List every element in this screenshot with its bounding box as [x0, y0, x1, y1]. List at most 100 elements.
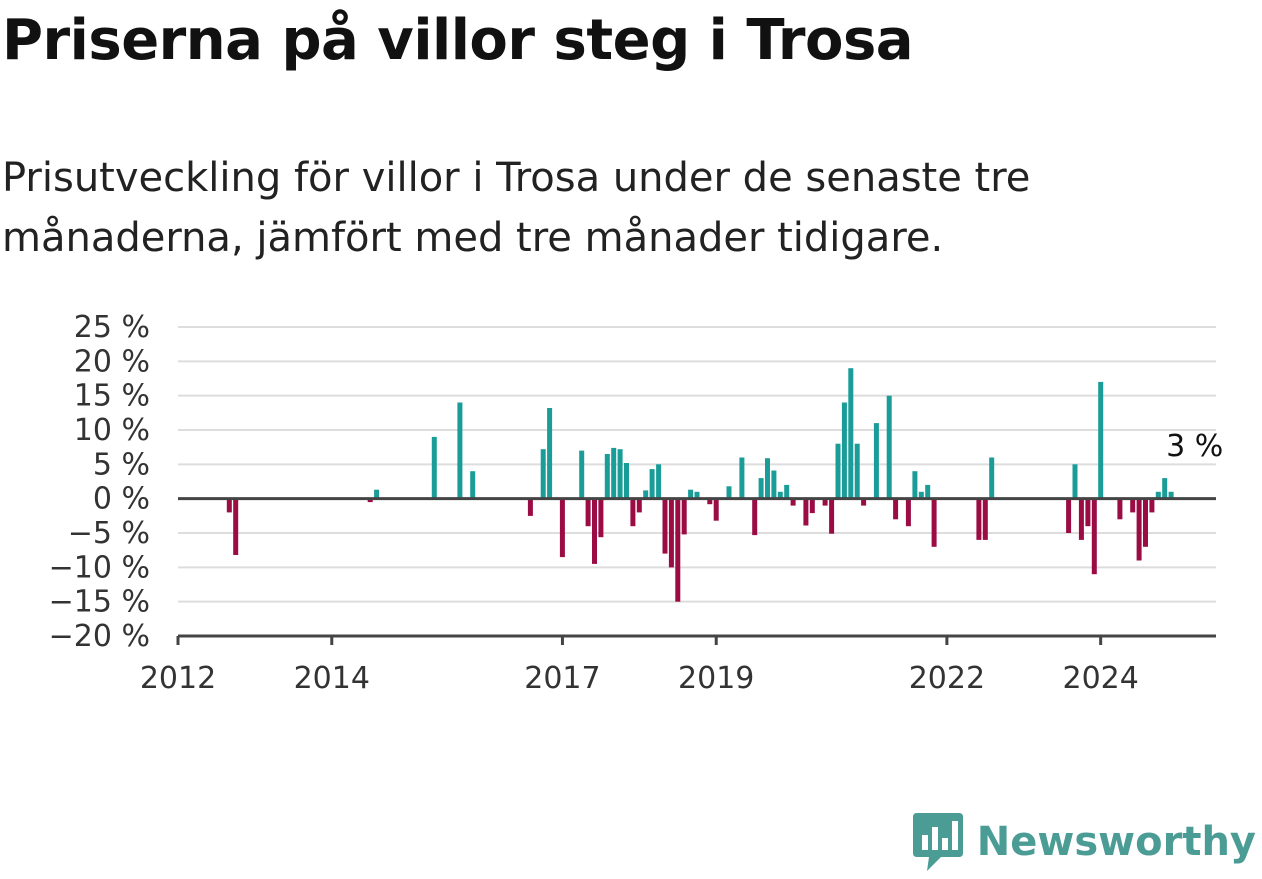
- bar: [931, 498, 937, 547]
- bar: [540, 449, 546, 499]
- axes: [178, 497, 1216, 638]
- bar: [694, 491, 700, 499]
- bar: [752, 498, 758, 536]
- bar: [765, 458, 770, 499]
- bar: [726, 486, 732, 499]
- bar: [1085, 498, 1091, 527]
- bar: [925, 484, 931, 499]
- bar: [739, 457, 745, 499]
- y-tick-label: 15 %: [74, 379, 150, 414]
- bars: [226, 368, 1174, 602]
- bar: [873, 423, 879, 499]
- bar: [829, 498, 835, 534]
- bar: [668, 498, 674, 568]
- bar: [662, 498, 668, 554]
- y-tick-label: 25 %: [74, 310, 150, 345]
- bar: [886, 395, 892, 499]
- bar: [758, 478, 764, 499]
- bar: [579, 450, 585, 499]
- bar: [841, 402, 847, 499]
- x-tick-label: 2024: [1062, 661, 1138, 696]
- bar: [585, 498, 591, 527]
- y-tick-label: −5 %: [68, 516, 150, 551]
- y-tick-label: −20 %: [49, 619, 150, 654]
- bar: [713, 498, 719, 521]
- bar: [675, 498, 681, 602]
- bar: [861, 498, 867, 506]
- bar: [374, 489, 380, 499]
- y-tick-label: 5 %: [93, 447, 150, 482]
- bar: [226, 498, 232, 513]
- newsworthy-brand: Newsworthy: [912, 813, 1256, 871]
- bar: [559, 498, 565, 558]
- bar: [457, 402, 463, 499]
- bar: [1162, 478, 1168, 499]
- bar: [624, 463, 629, 499]
- y-tick-label: 0 %: [93, 482, 150, 517]
- bar: [1149, 498, 1155, 513]
- bar: [233, 498, 239, 555]
- bar: [854, 443, 860, 499]
- y-tick-label: 10 %: [74, 413, 150, 448]
- value-labels: 3 %: [1166, 429, 1223, 464]
- x-tick-label: 2017: [524, 661, 600, 696]
- bar: [681, 498, 687, 535]
- bar: [1091, 498, 1097, 575]
- bar: [777, 491, 783, 499]
- bar: [1078, 498, 1084, 540]
- bar: [1143, 498, 1148, 547]
- bar: [835, 443, 841, 499]
- bar: [976, 498, 982, 540]
- newsworthy-logo-icon: [912, 813, 963, 871]
- bar: [527, 498, 533, 516]
- bar: [630, 498, 636, 527]
- bar: [367, 498, 373, 503]
- bar: [803, 498, 809, 526]
- bar: [982, 498, 988, 540]
- bar: [656, 464, 662, 499]
- bar: [809, 498, 815, 514]
- bar: [604, 454, 610, 499]
- last-value-label: 3 %: [1166, 429, 1223, 464]
- bar: [912, 471, 918, 499]
- bar: [771, 470, 777, 499]
- bar: [611, 447, 617, 499]
- bar: [893, 498, 899, 520]
- y-tick-label: −10 %: [49, 550, 150, 585]
- bar: [649, 469, 655, 499]
- bar: [1136, 498, 1142, 561]
- bar: [1117, 498, 1123, 520]
- chart-title: Priserna på villor steg i Trosa: [2, 8, 914, 73]
- bar: [1098, 381, 1104, 499]
- y-tick-label: −15 %: [49, 585, 150, 620]
- bar: [848, 368, 854, 499]
- bar: [431, 436, 437, 499]
- bar: [617, 449, 623, 499]
- bar: [1066, 498, 1072, 533]
- bar: [905, 498, 911, 527]
- bar: [470, 471, 476, 499]
- bar: [822, 498, 828, 506]
- bar: [918, 491, 924, 499]
- x-tick-label: 2019: [678, 661, 754, 696]
- bar: [1155, 491, 1161, 499]
- bar: [1130, 498, 1136, 513]
- x-tick-label: 2012: [140, 661, 216, 696]
- bar: [790, 498, 796, 506]
- chart-subtitle: Prisutveckling för villor i Trosa under …: [2, 155, 1031, 261]
- x-axis-ticks: 2012 2014 2017 2019 2022 2024: [140, 636, 1139, 696]
- y-axis-ticks: 25 %20 %15 %10 %5 %0 %−5 %−10 %−15 %−20 …: [49, 310, 150, 654]
- gridlines: [178, 326, 1216, 637]
- brand-name: Newsworthy: [976, 819, 1256, 865]
- bar: [592, 498, 597, 564]
- bar: [1168, 491, 1174, 499]
- x-tick-label: 2022: [909, 661, 985, 696]
- bar: [643, 490, 649, 499]
- bar: [989, 457, 995, 499]
- bar: [636, 498, 642, 513]
- bar: [598, 498, 604, 538]
- bar: [784, 484, 790, 499]
- bar: [1072, 464, 1078, 499]
- bar: [688, 489, 694, 499]
- bar: [547, 408, 553, 499]
